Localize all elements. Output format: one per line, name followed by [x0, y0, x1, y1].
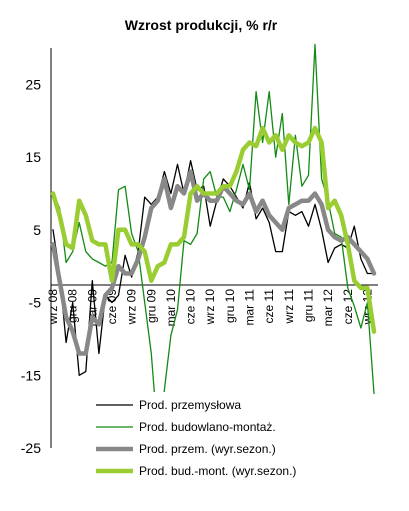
y-tick-label: 5: [33, 222, 41, 238]
x-tick-label: wrz 08: [46, 289, 60, 326]
x-tick-label: gru 11: [301, 289, 315, 322]
legend: Prod. przemysłowa Prod. budowlano-montaż.…: [90, 392, 340, 486]
x-tick-label: wrz 11: [282, 289, 296, 325]
series-line-3: [50, 169, 377, 356]
x-tick-label: cze 10: [184, 289, 198, 325]
x-tick-label: gru 09: [144, 289, 158, 323]
x-tick-label: gru 10: [223, 289, 237, 323]
legend-label: Prod. bud.-mont. (wyr.sezon.): [139, 464, 296, 478]
x-tick-label: cze 11: [262, 289, 276, 324]
series-lines: [50, 43, 377, 438]
y-tick-label: -25: [21, 440, 41, 456]
x-tick-label: mar 10: [164, 289, 178, 327]
series-line-2: [52, 43, 375, 438]
x-tick-label: mar 12: [321, 289, 335, 327]
series-line-4: [50, 125, 377, 334]
y-tick-labels: 25 15 5 -5 -15 -25: [21, 76, 41, 456]
legend-label: Prod. budowlano-montaż.: [139, 420, 276, 434]
x-tick-label: cze 12: [341, 289, 355, 325]
y-tick-label: -15: [21, 367, 41, 383]
legend-label: Prod. przem. (wyr.sezon.): [139, 442, 276, 456]
chart-title: Wzrost produkcji, % r/r: [125, 17, 278, 33]
y-tick-label: -5: [29, 295, 42, 311]
x-tick-label: wrz 10: [203, 289, 217, 326]
x-tick-label: mar 11: [243, 289, 257, 326]
x-tick-label: cze 09: [105, 289, 119, 325]
axes: [50, 48, 378, 448]
y-tick-label: 25: [25, 76, 41, 92]
x-tick-label: wrz 09: [125, 289, 139, 326]
y-tick-label: 15: [25, 149, 41, 165]
legend-label: Prod. przemysłowa: [139, 398, 241, 412]
